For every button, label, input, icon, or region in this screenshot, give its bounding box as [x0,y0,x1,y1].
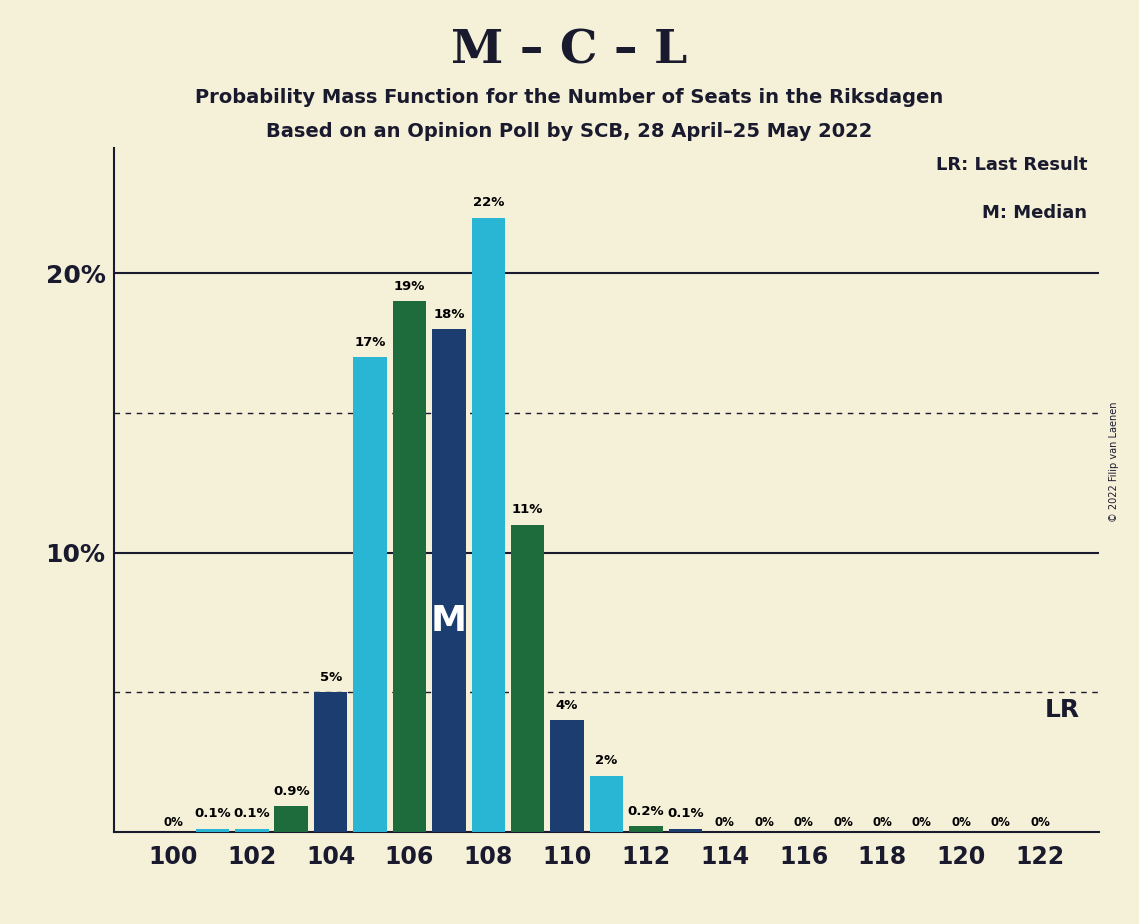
Text: 0.1%: 0.1% [233,808,270,821]
Bar [669,829,702,832]
Text: 4%: 4% [556,699,579,711]
Text: 5%: 5% [320,671,342,684]
Text: 0.9%: 0.9% [273,785,310,798]
Text: LR: Last Result: LR: Last Result [936,156,1088,175]
Text: LR: LR [1044,698,1080,722]
Bar [393,301,426,832]
Text: 0%: 0% [715,817,735,830]
Text: 18%: 18% [433,308,465,321]
Bar [196,829,229,832]
Bar [472,218,505,832]
Bar [353,358,387,832]
Text: 22%: 22% [473,196,503,209]
Text: 11%: 11% [513,504,543,517]
Text: 0%: 0% [951,817,972,830]
Text: 0%: 0% [872,817,892,830]
Text: 0%: 0% [794,817,813,830]
Bar [314,692,347,832]
Text: 2%: 2% [596,754,617,768]
Text: M: M [431,603,467,638]
Bar [590,776,623,832]
Text: 0%: 0% [163,817,183,830]
Text: M: Median: M: Median [982,203,1088,222]
Text: 17%: 17% [354,335,386,348]
Bar [235,829,269,832]
Text: Probability Mass Function for the Number of Seats in the Riksdagen: Probability Mass Function for the Number… [196,88,943,107]
Text: M – C – L: M – C – L [451,28,688,74]
Bar [629,826,663,832]
Text: 0.1%: 0.1% [194,808,231,821]
Text: 19%: 19% [394,280,425,293]
Text: Based on an Opinion Poll by SCB, 28 April–25 May 2022: Based on an Opinion Poll by SCB, 28 Apri… [267,122,872,141]
Text: 0%: 0% [833,817,853,830]
Text: © 2022 Filip van Laenen: © 2022 Filip van Laenen [1109,402,1118,522]
Bar [511,525,544,832]
Bar [432,329,466,832]
Bar [274,807,308,832]
Text: 0%: 0% [991,817,1010,830]
Text: 0%: 0% [1030,817,1050,830]
Text: 0%: 0% [754,817,775,830]
Bar [550,720,584,832]
Text: 0%: 0% [912,817,932,830]
Text: 0.2%: 0.2% [628,805,664,818]
Text: 0.1%: 0.1% [667,808,704,821]
